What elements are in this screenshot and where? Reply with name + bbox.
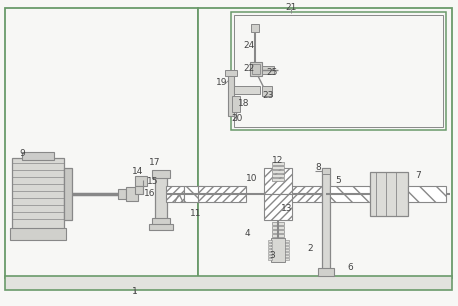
- Bar: [322, 168, 330, 272]
- Bar: [252, 64, 260, 74]
- Bar: [135, 176, 147, 186]
- Text: 12: 12: [273, 155, 284, 165]
- Bar: [22, 152, 54, 160]
- Text: 18: 18: [238, 99, 250, 107]
- Text: 17: 17: [149, 158, 161, 166]
- Bar: [272, 174, 284, 177]
- Text: 15: 15: [147, 177, 159, 185]
- Text: 7: 7: [415, 170, 421, 180]
- Bar: [290, 186, 322, 202]
- Bar: [250, 62, 262, 76]
- Bar: [268, 246, 272, 248]
- Bar: [272, 230, 284, 233]
- Bar: [285, 258, 289, 260]
- Bar: [234, 15, 443, 127]
- Text: 4: 4: [244, 229, 250, 237]
- Bar: [285, 243, 289, 245]
- Text: 10: 10: [246, 174, 258, 182]
- Bar: [285, 252, 289, 254]
- Text: 25: 25: [266, 68, 278, 76]
- Bar: [135, 186, 143, 194]
- Text: 14: 14: [132, 166, 144, 176]
- Bar: [184, 186, 202, 202]
- Bar: [322, 168, 330, 174]
- Text: 2: 2: [307, 244, 313, 252]
- Bar: [118, 189, 126, 199]
- Bar: [166, 186, 184, 202]
- Bar: [268, 255, 272, 257]
- Bar: [268, 243, 272, 245]
- Text: 24: 24: [243, 40, 255, 50]
- Bar: [231, 12, 446, 130]
- Text: 8: 8: [315, 162, 321, 171]
- Bar: [152, 170, 170, 178]
- Bar: [285, 240, 289, 242]
- Bar: [198, 186, 246, 202]
- Bar: [330, 186, 370, 202]
- Bar: [272, 162, 284, 165]
- Bar: [268, 258, 272, 260]
- Bar: [370, 172, 408, 216]
- Bar: [271, 238, 285, 262]
- Bar: [285, 255, 289, 257]
- Bar: [262, 66, 274, 74]
- Text: 6: 6: [347, 263, 353, 271]
- Bar: [268, 240, 272, 242]
- Bar: [272, 170, 284, 173]
- Text: 1: 1: [132, 286, 138, 296]
- Bar: [251, 24, 259, 32]
- Text: 21: 21: [285, 2, 297, 12]
- Text: 5: 5: [335, 176, 341, 185]
- Bar: [232, 96, 240, 112]
- Bar: [5, 276, 452, 290]
- Bar: [408, 186, 446, 202]
- Text: 16: 16: [144, 188, 156, 197]
- Bar: [318, 268, 334, 276]
- Bar: [64, 168, 72, 220]
- Bar: [152, 218, 170, 226]
- Bar: [272, 226, 284, 229]
- Bar: [155, 176, 167, 220]
- Bar: [234, 86, 260, 94]
- Text: 11: 11: [190, 208, 202, 218]
- Bar: [149, 224, 173, 230]
- Bar: [272, 166, 284, 169]
- Bar: [272, 178, 284, 181]
- Bar: [10, 228, 66, 240]
- Text: 13: 13: [281, 203, 293, 212]
- Bar: [5, 8, 198, 278]
- Bar: [262, 86, 272, 96]
- Bar: [228, 74, 234, 116]
- Text: 22: 22: [243, 64, 255, 73]
- Bar: [264, 194, 292, 220]
- Bar: [12, 158, 64, 230]
- Bar: [272, 222, 284, 225]
- Bar: [268, 249, 272, 251]
- Bar: [225, 70, 237, 76]
- Bar: [198, 8, 452, 278]
- Bar: [126, 187, 138, 201]
- Text: 23: 23: [262, 91, 274, 99]
- Bar: [285, 249, 289, 251]
- Text: 9: 9: [19, 148, 25, 158]
- Text: 20: 20: [231, 114, 243, 122]
- Bar: [272, 234, 284, 237]
- Text: 19: 19: [216, 77, 228, 87]
- Bar: [268, 252, 272, 254]
- Text: 3: 3: [269, 251, 275, 259]
- Bar: [264, 168, 292, 194]
- Bar: [272, 238, 284, 241]
- Bar: [285, 246, 289, 248]
